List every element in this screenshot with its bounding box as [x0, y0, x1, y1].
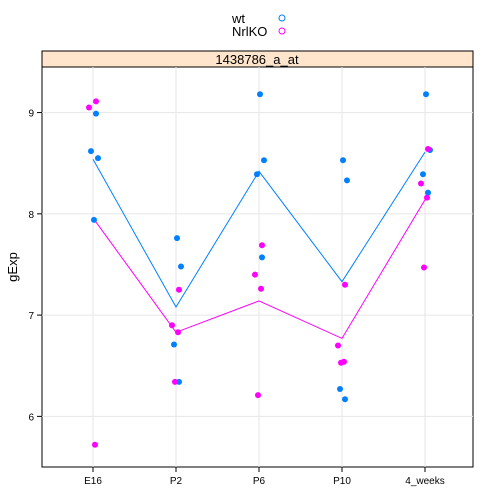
plot-frame	[41, 66, 474, 468]
data-point-NrlKO	[169, 322, 175, 329]
data-point-NrlKO	[259, 242, 265, 249]
data-point-wt	[425, 189, 431, 196]
grid	[42, 67, 473, 467]
panel-title: 1438786_a_at	[215, 52, 299, 67]
x-tick-label: P2	[170, 476, 183, 487]
x-tick-label: E16	[84, 476, 102, 487]
data-point-wt	[174, 235, 180, 242]
data-point-wt	[91, 216, 97, 223]
y-tick-label: 8	[28, 210, 34, 221]
data-point-NrlKO	[342, 281, 348, 288]
legend-symbol-nrlko	[278, 27, 286, 35]
axes: 6 7 8 9 E16 P2 P6 P10 4_weeks	[28, 109, 444, 487]
data-point-NrlKO	[172, 378, 178, 385]
data-point-NrlKO	[86, 104, 92, 111]
y-tick-label: 9	[28, 109, 34, 120]
data-point-NrlKO	[255, 392, 261, 399]
data-point-wt	[93, 110, 99, 117]
x-tick-label: P6	[253, 476, 266, 487]
data-point-wt	[88, 148, 94, 155]
data-point-NrlKO	[176, 286, 182, 293]
legend-label-wt: wt	[231, 11, 245, 26]
data-point-NrlKO	[92, 441, 98, 448]
mean-lines	[92, 151, 426, 340]
data-point-NrlKO	[258, 285, 264, 292]
legend: wt NrlKO	[231, 11, 286, 39]
data-point-wt	[344, 177, 350, 184]
data-point-wt	[178, 263, 184, 270]
y-axis-label: gExp	[5, 252, 20, 282]
y-tick-label: 7	[28, 311, 34, 322]
data-point-wt	[337, 386, 343, 392]
data-point-NrlKO	[424, 194, 430, 201]
legend-symbol-wt	[278, 14, 286, 22]
data-point-wt	[254, 171, 260, 178]
data-point-NrlKO	[93, 98, 99, 105]
data-point-wt	[257, 91, 263, 98]
data-point-NrlKO	[175, 329, 181, 336]
mean-line-wt	[92, 151, 426, 308]
data-point-wt	[171, 341, 177, 348]
data-point-wt	[420, 171, 426, 178]
data-points	[86, 91, 433, 448]
x-tick-label: P10	[333, 476, 351, 487]
data-point-NrlKO	[421, 264, 427, 271]
data-point-wt	[340, 157, 346, 164]
data-point-NrlKO	[335, 342, 341, 349]
x-tick-label: 4_weeks	[405, 476, 444, 487]
data-point-wt	[95, 155, 101, 162]
data-point-wt	[261, 157, 267, 164]
data-point-NrlKO	[425, 146, 431, 152]
data-point-NrlKO	[338, 359, 344, 366]
data-point-wt	[423, 91, 429, 98]
y-tick-label: 6	[28, 412, 34, 423]
data-point-wt	[342, 396, 348, 403]
data-point-NrlKO	[418, 180, 424, 187]
legend-label-nrlko: NrlKO	[232, 24, 267, 39]
mean-line-NrlKO	[92, 199, 426, 340]
data-point-NrlKO	[252, 271, 258, 278]
data-point-wt	[259, 254, 265, 261]
